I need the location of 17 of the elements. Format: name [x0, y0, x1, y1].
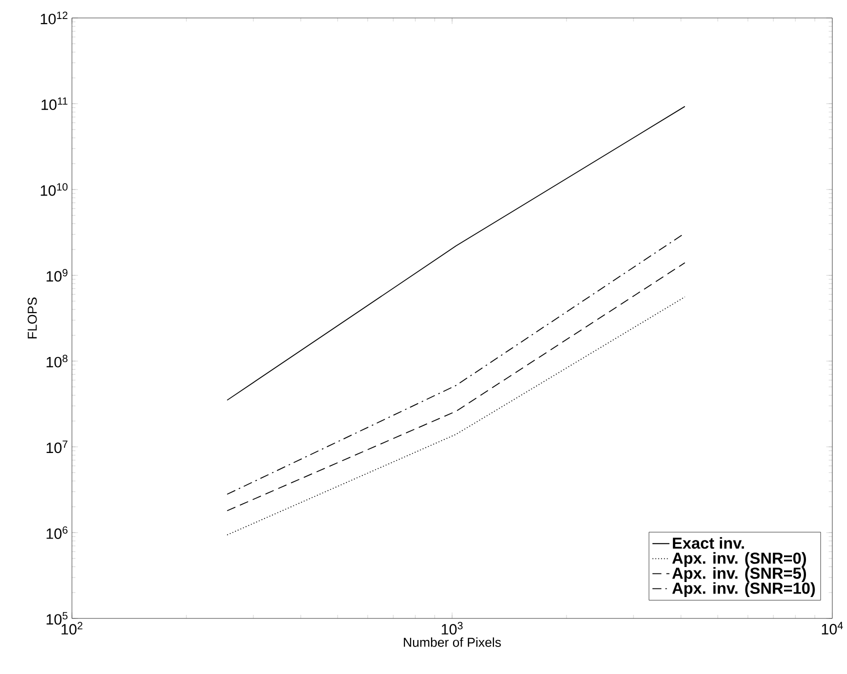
y-tick-label: 10$^{8}$ [46, 354, 68, 368]
x-axis-title: Number of Pixels [404, 637, 501, 647]
legend-label: Exact inv. [672, 536, 744, 549]
y-tick-label: 10$^{10}$ [40, 183, 68, 196]
y-tick-label: 10$^{9}$ [46, 268, 68, 282]
x-tick-label: 10$^{3}$ [442, 622, 463, 634]
legend-label: Apx. inv. (SNR=10) [672, 582, 815, 597]
x-tick-label: 10$^{2}$ [62, 622, 82, 634]
legend-label: Apx. inv. (SNR=5) [672, 566, 806, 582]
y-axis-title: FLOPS [28, 297, 37, 338]
y-tick-label: 10$^{6}$ [46, 526, 68, 539]
x-tick-label: 10$^{4}$ [822, 622, 843, 634]
legend-label: Apx. inv. (SNR=0) [672, 552, 806, 567]
y-tick-label: 10$^{7}$ [46, 440, 68, 453]
y-tick-label: 10$^{5}$ [46, 612, 68, 624]
y-tick-label: 10$^{12}$ [40, 11, 68, 24]
y-tick-label: 10$^{11}$ [42, 97, 68, 110]
